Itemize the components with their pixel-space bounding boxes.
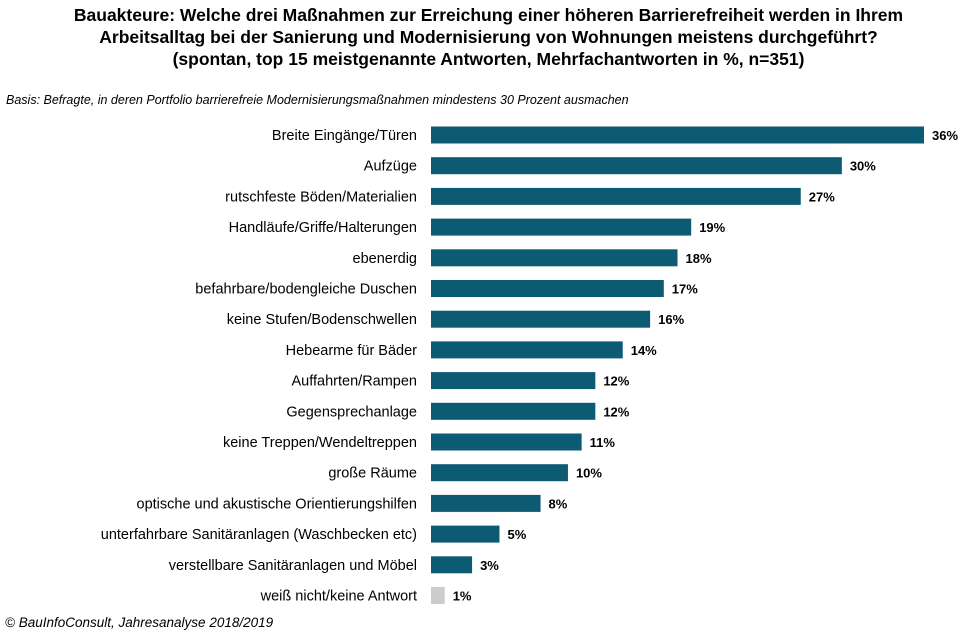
bar-value-label: 3% (480, 558, 499, 573)
bar-value-label: 17% (672, 282, 698, 297)
bar-value-label: 10% (576, 466, 602, 481)
bar-value-label: 11% (590, 435, 616, 450)
bar-value-label: 8% (549, 496, 568, 511)
bar (431, 157, 842, 175)
category-label: ebenerdig (353, 251, 418, 267)
bar (431, 187, 801, 205)
category-label: rutschfeste Böden/Materialien (225, 189, 417, 205)
bar (431, 525, 500, 543)
bar (431, 464, 568, 482)
category-label: unterfahrbare Sanitäranlagen (Waschbecke… (101, 527, 417, 543)
bar (431, 372, 596, 390)
bar-value-label: 12% (603, 374, 629, 389)
source-footer: © BauInfoConsult, Jahresanalyse 2018/201… (5, 615, 274, 630)
bar-value-label: 12% (603, 404, 629, 419)
bar (431, 402, 596, 420)
category-label: Breite Eingänge/Türen (272, 128, 417, 144)
bar-value-label: 36% (932, 128, 958, 143)
category-label: befahrbare/bodengleiche Duschen (195, 282, 417, 298)
bar (431, 341, 623, 359)
bar-value-label: 19% (699, 220, 725, 235)
bar (431, 249, 678, 267)
chart-title-line-3: (spontan, top 15 meistgenannte Antworten… (172, 49, 805, 69)
chart-title-line-2: Arbeitsalltag bei der Sanierung und Mode… (99, 27, 878, 47)
category-label: Handläufe/Griffe/Halterungen (229, 220, 417, 236)
bar (431, 280, 664, 297)
bar-value-label: 27% (809, 189, 835, 204)
bar-value-label: 1% (453, 589, 472, 604)
bar-value-label: 14% (631, 343, 657, 358)
bar (431, 587, 445, 604)
basis-note: Basis: Befragte, in deren Portfolio barr… (6, 93, 629, 107)
bar-value-label: 30% (850, 159, 876, 174)
bar (431, 310, 651, 328)
category-label: optische und akustische Orientierungshil… (137, 496, 418, 512)
bar (431, 218, 692, 236)
bar-value-label: 5% (507, 527, 526, 542)
category-label: Aufzüge (364, 159, 417, 175)
category-label: keine Stufen/Bodenschwellen (227, 312, 417, 328)
category-label: verstellbare Sanitäranlagen und Möbel (169, 558, 417, 574)
category-label: Auffahrten/Rampen (292, 374, 417, 390)
bar (431, 556, 473, 574)
category-label: weiß nicht/keine Antwort (260, 589, 417, 605)
category-label: Hebearme für Bäder (286, 343, 418, 359)
category-label: Gegensprechanlage (286, 404, 417, 420)
chart-title: Bauakteure: Welche drei Maßnahmen zur Er… (0, 4, 977, 70)
bar (431, 433, 582, 451)
bar-value-label: 18% (686, 251, 712, 266)
bar (431, 126, 924, 144)
bar (431, 494, 541, 512)
chart-title-line-1: Bauakteure: Welche drei Maßnahmen zur Er… (73, 5, 904, 25)
category-label: keine Treppen/Wendeltreppen (223, 435, 417, 451)
bar-value-label: 16% (658, 312, 684, 327)
category-label: große Räume (328, 466, 417, 482)
